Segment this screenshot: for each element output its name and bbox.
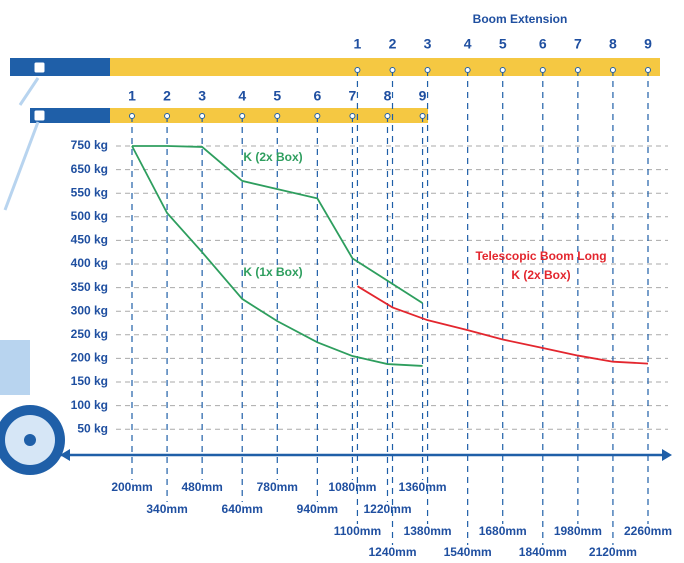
x-tick-label: 1380mm xyxy=(404,524,452,538)
x-tick-label: 480mm xyxy=(181,480,222,494)
crane-drawing xyxy=(0,58,672,475)
extension-step: 6 xyxy=(539,36,547,52)
tick-mark xyxy=(239,113,246,119)
y-tick-label: 200 kg xyxy=(71,351,108,365)
x-tick-label: 2260mm xyxy=(624,524,672,538)
tick-mark xyxy=(419,113,426,119)
y-tick-label: 350 kg xyxy=(71,280,108,294)
series-group-label: Telescopic Boom Long xyxy=(475,249,606,263)
x-tick-label: 780mm xyxy=(257,480,298,494)
tick-mark xyxy=(574,67,581,73)
extension-step: 2 xyxy=(163,88,171,104)
series-label: K (2x Box) xyxy=(243,150,302,164)
tick-mark xyxy=(199,113,206,119)
extension-step: 2 xyxy=(389,36,397,52)
extension-step: 7 xyxy=(349,88,357,104)
x-tick-label: 1220mm xyxy=(363,502,411,516)
extension-step: 5 xyxy=(273,88,281,104)
y-tick-label: 750 kg xyxy=(71,138,108,152)
y-tick-label: 500 kg xyxy=(71,209,108,223)
x-tick-label: 1980mm xyxy=(554,524,602,538)
tick-mark xyxy=(539,67,546,73)
extension-step: 1 xyxy=(354,36,362,52)
x-tick-label: 1840mm xyxy=(519,545,567,559)
extension-step: 3 xyxy=(198,88,206,104)
x-tick-label: 940mm xyxy=(297,502,338,516)
extension-step: 1 xyxy=(128,88,136,104)
x-tick-label: 200mm xyxy=(111,480,152,494)
tick-mark xyxy=(314,113,321,119)
series-label: K (1x Box) xyxy=(243,265,302,279)
extension-step: 9 xyxy=(644,36,652,52)
x-tick-label: 340mm xyxy=(146,502,187,516)
extension-step: 8 xyxy=(384,88,392,104)
x-tick-label: 1240mm xyxy=(368,545,416,559)
tick-mark xyxy=(389,67,396,73)
extension-step: 9 xyxy=(419,88,427,104)
extension-step: 4 xyxy=(464,36,472,52)
tick-mark xyxy=(384,113,391,119)
series-line xyxy=(132,145,424,304)
tick-mark xyxy=(164,113,171,119)
y-tick-label: 250 kg xyxy=(71,327,108,341)
y-tick-label: 150 kg xyxy=(71,374,108,388)
series-line xyxy=(356,285,649,365)
y-tick-label: 400 kg xyxy=(71,256,108,270)
x-tick-label: 640mm xyxy=(222,502,263,516)
x-tick-label: 1540mm xyxy=(444,545,492,559)
extension-step: 6 xyxy=(313,88,321,104)
series-label: K (2x Box) xyxy=(511,268,570,282)
y-tick-label: 550 kg xyxy=(71,185,108,199)
tick-mark xyxy=(424,67,431,73)
tick-mark xyxy=(354,67,361,73)
y-tick-label: 50 kg xyxy=(77,421,108,435)
y-tick-label: 100 kg xyxy=(71,398,108,412)
extension-step: 5 xyxy=(499,36,507,52)
tick-mark xyxy=(349,113,356,119)
extension-step: 3 xyxy=(424,36,432,52)
y-tick-label: 650 kg xyxy=(71,162,108,176)
x-tick-label: 1360mm xyxy=(399,480,447,494)
extension-step: 8 xyxy=(609,36,617,52)
tick-mark xyxy=(129,113,135,119)
tick-mark xyxy=(645,67,651,73)
tick-mark xyxy=(609,67,616,73)
x-tick-label: 1080mm xyxy=(328,480,376,494)
tick-mark xyxy=(499,67,506,73)
x-tick-label: 2120mm xyxy=(589,545,637,559)
chart-title: Boom Extension xyxy=(473,12,568,26)
y-tick-label: 300 kg xyxy=(71,303,108,317)
extension-step: 4 xyxy=(238,88,246,104)
extension-step: 7 xyxy=(574,36,582,52)
x-tick-label: 1100mm xyxy=(334,524,381,538)
y-tick-label: 450 kg xyxy=(71,233,108,247)
tick-mark xyxy=(274,113,281,119)
series-line xyxy=(131,145,423,367)
x-tick-label: 1680mm xyxy=(479,524,527,538)
tick-mark xyxy=(464,67,471,73)
